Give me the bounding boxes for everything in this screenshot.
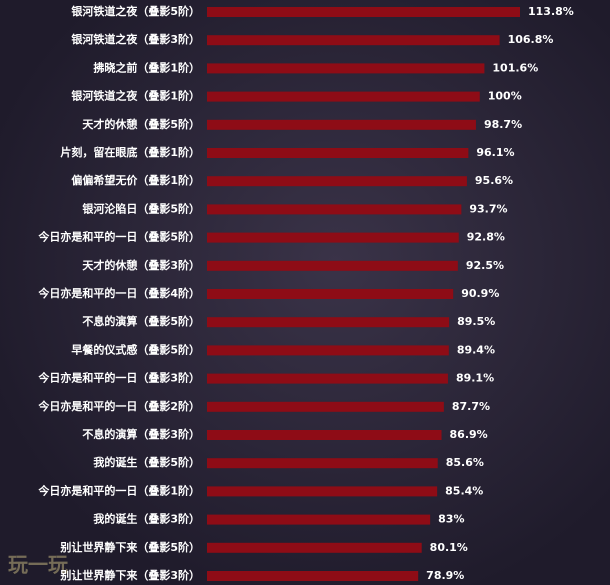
value-label: 96.1% bbox=[476, 146, 514, 159]
bar bbox=[207, 345, 449, 356]
bar bbox=[207, 486, 438, 497]
value-label: 101.6% bbox=[492, 61, 538, 74]
bar bbox=[207, 458, 438, 469]
value-label: 89.5% bbox=[457, 315, 495, 328]
bar bbox=[207, 260, 458, 271]
category-label: 不息的演算（叠影3阶） bbox=[82, 427, 200, 441]
value-label: 87.7% bbox=[452, 400, 490, 413]
category-label: 天才的休憩（叠影5阶） bbox=[82, 117, 200, 131]
watermark: 玩一玩 bbox=[8, 553, 68, 577]
value-label: 100% bbox=[488, 90, 522, 103]
category-label: 偏偏希望无价（叠影1阶） bbox=[71, 173, 200, 187]
value-label: 85.6% bbox=[446, 456, 484, 469]
bar bbox=[207, 514, 431, 525]
bar bbox=[207, 119, 476, 130]
category-label: 不息的演算（叠影5阶） bbox=[82, 314, 200, 328]
category-label: 今日亦是和平的一日（叠影3阶） bbox=[37, 371, 200, 385]
category-label: 早餐的仪式感（叠影5阶） bbox=[71, 342, 200, 356]
bar bbox=[207, 373, 448, 384]
bar bbox=[207, 7, 520, 17]
value-label: 85.4% bbox=[445, 484, 483, 497]
category-label: 天才的休憩（叠影3阶） bbox=[82, 258, 200, 272]
value-label: 98.7% bbox=[484, 118, 522, 131]
bar bbox=[207, 430, 442, 440]
category-label: 我的诞生（叠影5阶） bbox=[93, 455, 200, 469]
bar bbox=[207, 204, 462, 215]
bar bbox=[207, 35, 500, 46]
category-label: 别让世界静下来（叠影5阶） bbox=[59, 540, 200, 554]
value-label: 86.9% bbox=[450, 428, 488, 441]
category-label: 银河铁道之夜（叠影3阶） bbox=[71, 32, 200, 46]
value-label: 78.9% bbox=[426, 569, 464, 582]
bar bbox=[207, 91, 480, 102]
value-label: 92.5% bbox=[466, 259, 504, 272]
value-label: 113.8% bbox=[528, 5, 574, 18]
value-label: 80.1% bbox=[430, 541, 468, 554]
value-label: 106.8% bbox=[508, 33, 554, 46]
category-label: 今日亦是和平的一日（叠影5阶） bbox=[37, 230, 200, 244]
category-label: 今日亦是和平的一日（叠影2阶） bbox=[37, 399, 200, 413]
category-label: 今日亦是和平的一日（叠影1阶） bbox=[37, 483, 200, 497]
bar bbox=[207, 571, 419, 581]
value-label: 95.6% bbox=[475, 174, 513, 187]
category-label: 今日亦是和平的一日（叠影4阶） bbox=[37, 286, 200, 300]
bar bbox=[207, 542, 422, 553]
category-label: 银河铁道之夜（叠影1阶） bbox=[71, 89, 200, 103]
bar bbox=[207, 176, 467, 187]
value-label: 93.7% bbox=[469, 202, 507, 215]
category-label: 银河沦陷日（叠影5阶） bbox=[82, 201, 200, 215]
bar bbox=[207, 317, 450, 328]
bar bbox=[207, 148, 469, 158]
value-label: 83% bbox=[438, 513, 464, 526]
bar bbox=[207, 401, 444, 412]
bar bbox=[207, 63, 485, 74]
category-label: 我的诞生（叠影3阶） bbox=[93, 512, 200, 526]
value-label: 89.1% bbox=[456, 372, 494, 385]
bar bbox=[207, 232, 459, 243]
value-label: 89.4% bbox=[457, 343, 495, 356]
category-label: 片刻，留在眼底（叠影1阶） bbox=[60, 145, 200, 159]
bar bbox=[207, 289, 454, 299]
value-label: 92.8% bbox=[467, 231, 505, 244]
category-label: 拂晓之前（叠影1阶） bbox=[93, 60, 200, 74]
value-label: 90.9% bbox=[461, 287, 499, 300]
category-label: 银河铁道之夜（叠影5阶） bbox=[71, 4, 200, 18]
category-label: 别让世界静下来（叠影3阶） bbox=[59, 568, 200, 582]
